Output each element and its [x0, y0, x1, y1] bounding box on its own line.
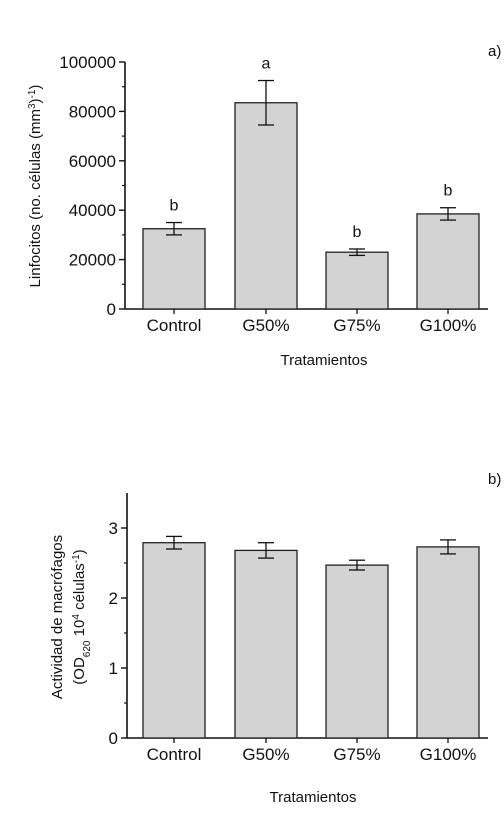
bar-control: [142, 228, 206, 310]
panel-b-x-axis-title: Tratamientos: [270, 789, 357, 806]
y-tick-label: 60000: [69, 152, 116, 171]
y-tick-label: 20000: [69, 251, 116, 270]
y-tick-label: 0: [107, 300, 116, 319]
panel-b: b) Actividad de macrófagos (OD620 104 cé…: [49, 471, 501, 806]
panel-b-y-axis-title: Actividad de macrófagos: [49, 535, 66, 699]
y-tick-label: 0: [109, 729, 118, 748]
panel-a: a) Linfocitos (no. células (mm3)-1) Trat…: [27, 43, 502, 369]
panel-a-label: a): [488, 43, 501, 60]
bar-control: [142, 542, 206, 739]
significance-label: a: [262, 56, 271, 73]
bar-g100pct: [416, 546, 480, 739]
x-tick-label: G50%: [242, 316, 289, 335]
y-tick-label: 2: [109, 589, 118, 608]
bar-g75pct: [325, 564, 389, 739]
y-tick-label: 3: [109, 519, 118, 538]
significance-label: b: [444, 183, 453, 200]
x-tick-label: G75%: [333, 745, 380, 764]
panel-b-y-axis-title-line2: (OD620 104 células-1): [71, 549, 93, 684]
significance-label: b: [170, 198, 179, 215]
x-tick-label: Control: [147, 745, 202, 764]
y-tick-label: 40000: [69, 201, 116, 220]
bar-g75pct: [325, 251, 389, 310]
bar-g50pct: [234, 102, 298, 310]
x-tick-label: G50%: [242, 745, 289, 764]
y-tick-label: 80000: [69, 102, 116, 121]
significance-label: b: [353, 224, 362, 241]
bar-g50pct: [234, 549, 298, 739]
y-tick-label: 100000: [59, 53, 116, 72]
x-tick-label: Control: [147, 316, 202, 335]
x-tick-label: G75%: [333, 316, 380, 335]
y-tick-label: 1: [109, 659, 118, 678]
panel-b-label: b): [488, 471, 501, 488]
bar-g100pct: [416, 213, 480, 310]
panel-a-y-axis-title: Linfocitos (no. células (mm3)-1): [27, 85, 45, 288]
x-tick-label: G100%: [420, 316, 477, 335]
x-tick-label: G100%: [420, 745, 477, 764]
panel-a-x-axis-title: Tratamientos: [281, 352, 368, 369]
